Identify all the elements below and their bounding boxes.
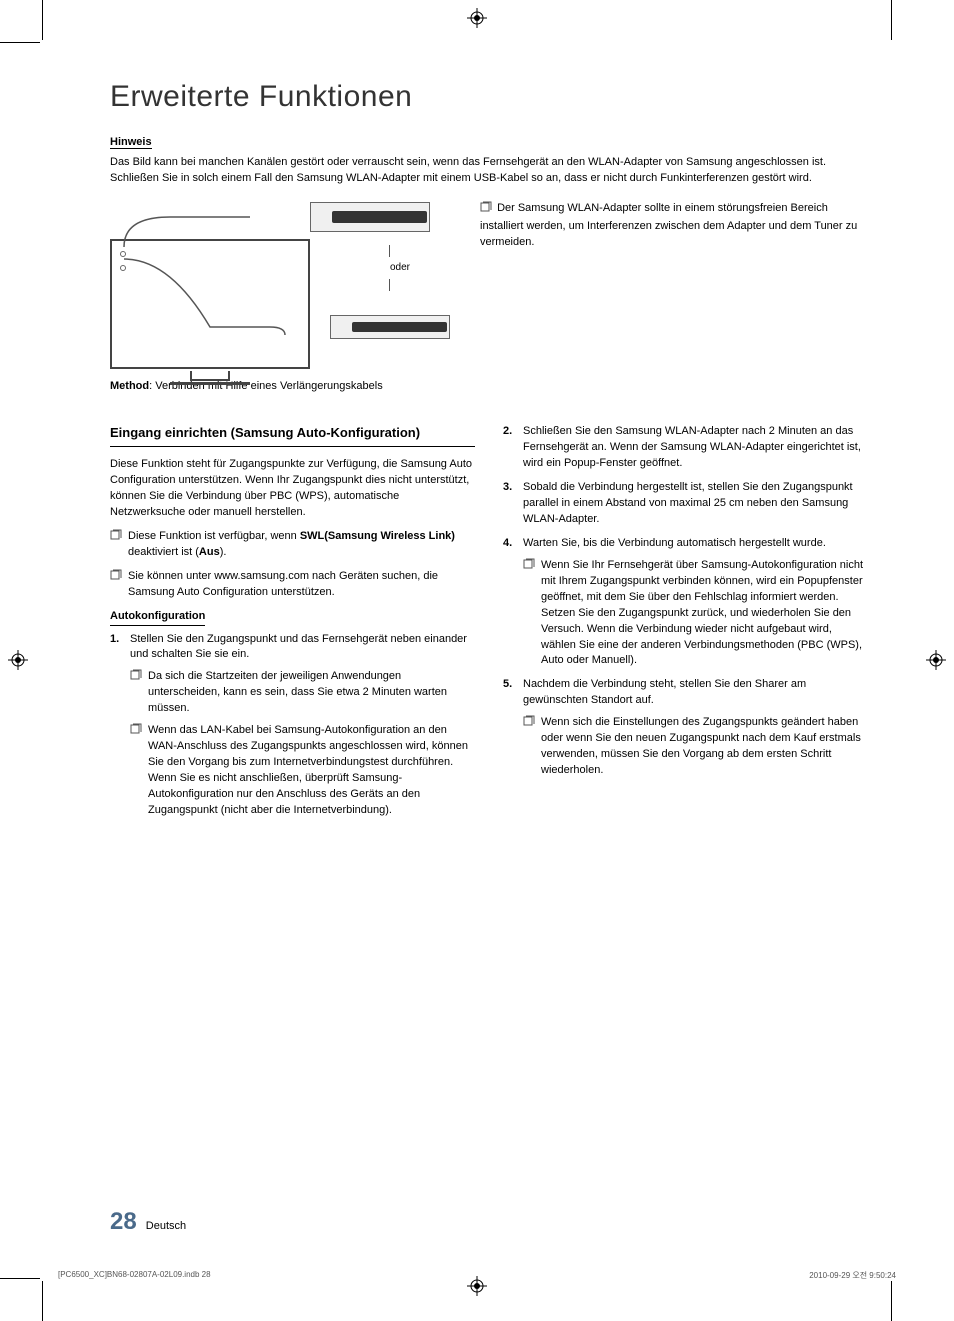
print-date: 2010-09-29 오전 9:50:24 [809,1270,896,1281]
diagram-column: oder Method: Verbinden mit Hilfe eines V… [110,197,450,394]
autoconfig-label: Autokonfiguration [110,609,205,626]
wlan-adapter-bottom-icon [330,315,450,339]
tv-stand-base-icon [170,382,250,385]
intro-paragraph: Das Bild kann bei manchen Kanälen gestör… [110,155,870,187]
tv-stand-icon [190,371,230,381]
note-samsung-com: Sie können unter www.samsung.com nach Ge… [110,569,475,601]
note-swl: Diese Funktion ist verfügbar, wenn SWL(S… [110,529,475,561]
step-1-note-2: Wenn das LAN-Kabel bei Samsung-Autokonfi… [130,723,475,819]
note-icon [110,529,128,561]
page-footer: 28 Deutsch [110,1208,186,1236]
note-icon [523,715,541,779]
page-lang: Deutsch [146,1220,186,1232]
step-3: Sobald die Verbindung hergestellt ist, s… [503,480,868,528]
step-4-note: Wenn Sie Ihr Fernsehgerät über Samsung-A… [523,558,868,670]
note-icon [130,669,148,717]
step-1-note-1: Da sich die Startzeiten der jeweiligen A… [130,669,475,717]
step-5: Nachdem die Verbindung steht, stellen Si… [503,677,868,779]
note-text: Sie können unter www.samsung.com nach Ge… [128,569,475,601]
right-column: Schließen Sie den Samsung WLAN-Adapter n… [503,424,868,827]
diagram-row: oder Method: Verbinden mit Hilfe eines V… [110,197,870,394]
top-note-text: Der Samsung WLAN-Adapter sollte in einem… [480,202,857,248]
step-1: Stellen Sie den Zugangspunkt und das Fer… [110,632,475,819]
step-1-text: Stellen Sie den Zugangspunkt und das Fer… [130,633,467,661]
steps-left: Stellen Sie den Zugangspunkt und das Fer… [110,632,475,819]
top-note: Der Samsung WLAN-Adapter sollte in einem… [480,197,870,394]
left-column: Eingang einrichten (Samsung Auto-Konfigu… [110,424,475,827]
crop-mark [0,42,40,43]
page-title: Erweiterte Funktionen [110,80,870,114]
method-caption: Method: Verbinden mit Hilfe eines Verlän… [110,379,450,394]
print-metadata: [PC6500_XC]BN68-02807A-02L09.indb 28 201… [58,1270,896,1281]
step-2: Schließen Sie den Samsung WLAN-Adapter n… [503,424,868,472]
crop-mark [0,1278,40,1279]
connection-diagram: oder [110,197,390,369]
registration-mark-icon [8,650,28,670]
crop-mark [891,1281,892,1321]
registration-mark-icon [926,650,946,670]
page-content: Erweiterte Funktionen Hinweis Das Bild k… [110,80,870,827]
note-icon [523,558,541,670]
diagram-oder-label: oder [390,262,410,273]
crop-mark [891,0,892,40]
step-5-note: Wenn sich die Einstellungen des Zugangsp… [523,715,868,779]
wlan-adapter-top-icon [310,202,430,232]
crop-mark [42,1281,43,1321]
main-columns: Eingang einrichten (Samsung Auto-Konfigu… [110,424,870,827]
note-swl-text: Diese Funktion ist verfügbar, wenn SWL(S… [128,529,475,561]
method-label: Method [110,380,149,392]
step-4: Warten Sie, bis die Verbindung automatis… [503,536,868,670]
registration-mark-icon [467,8,487,28]
section-label-hinweis: Hinweis [110,136,152,149]
file-name: [PC6500_XC]BN68-02807A-02L09.indb 28 [58,1270,211,1281]
left-p1: Diese Funktion steht für Zugangspunkte z… [110,457,475,521]
tv-outline-icon [110,239,310,369]
note-icon [480,201,494,219]
page-number: 28 [110,1208,137,1235]
note-icon [130,723,148,819]
crop-mark [42,0,43,40]
note-icon [110,569,128,601]
heading-eingang: Eingang einrichten (Samsung Auto-Konfigu… [110,424,475,447]
steps-right: Schließen Sie den Samsung WLAN-Adapter n… [503,424,868,779]
